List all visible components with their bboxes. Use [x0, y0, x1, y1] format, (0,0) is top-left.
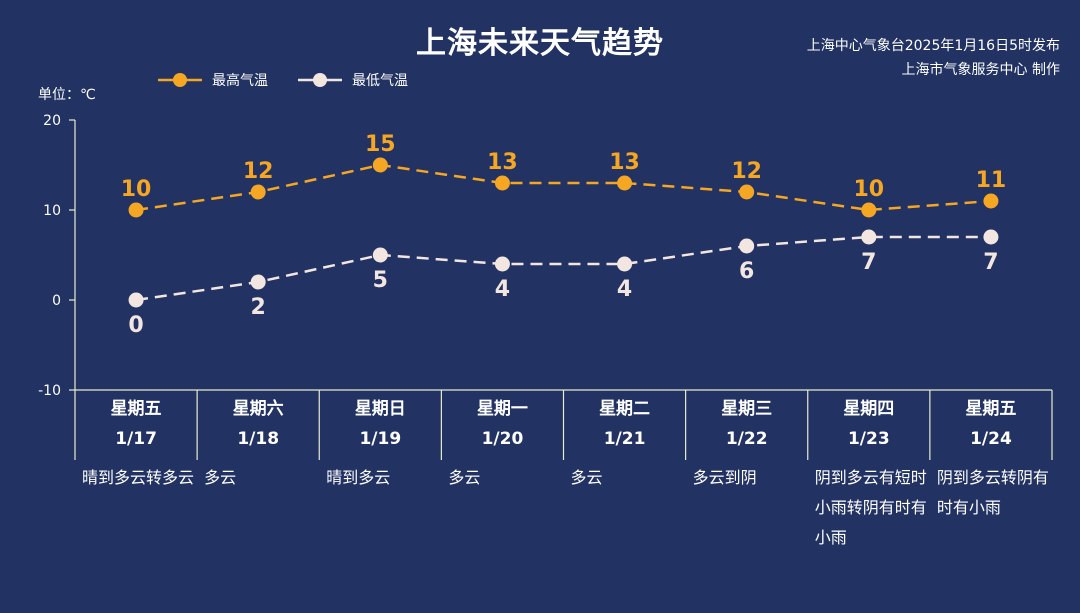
- date-label: 1/24: [970, 429, 1012, 449]
- data-point-high: [617, 175, 633, 191]
- data-point-high: [739, 184, 755, 200]
- date-label: 1/23: [847, 429, 890, 449]
- source-line-1: 上海中心气象台2025年1月16日5时发布: [806, 38, 1060, 54]
- legend-high-label: 最高气温: [212, 73, 268, 89]
- data-label-high: 11: [976, 168, 1007, 193]
- day-cell: 星期五 1/24: [930, 394, 1052, 454]
- weather-description: 多云: [448, 468, 481, 487]
- data-point-low: [617, 256, 633, 272]
- data-point-low: [372, 247, 388, 263]
- legend-item-high: 最高气温: [158, 70, 268, 90]
- data-point-high: [372, 157, 388, 173]
- y-tick-label: 0: [52, 293, 61, 309]
- date-label: 1/20: [481, 429, 524, 449]
- weekday-label: 星期日: [354, 399, 406, 419]
- data-label-low: 6: [739, 259, 754, 284]
- day-cell: 星期四 1/23: [808, 394, 930, 454]
- data-point-high: [128, 202, 144, 218]
- data-label-high: 12: [243, 159, 274, 184]
- weather-description: 晴到多云转多云: [82, 468, 195, 487]
- legend-high-marker-icon: [158, 73, 202, 87]
- data-label-high: 10: [121, 177, 152, 202]
- unit-label: 单位：℃: [38, 87, 96, 103]
- weekday-label: 星期二: [599, 399, 651, 419]
- weather-description: 晴到多云: [326, 468, 391, 487]
- data-label-high: 12: [731, 159, 762, 184]
- source-info: 上海中心气象台2025年1月16日5时发布 上海市气象服务中心 制作: [807, 34, 1060, 82]
- data-label-low: 2: [251, 295, 266, 320]
- weekday-label: 星期一: [476, 399, 528, 419]
- date-label: 1/21: [603, 429, 646, 449]
- data-point-high: [861, 202, 877, 218]
- data-point-low: [494, 256, 510, 272]
- y-tick-label: -10: [38, 383, 61, 399]
- data-label-low: 7: [983, 250, 998, 275]
- weather-description: 多云: [204, 468, 237, 487]
- day-cell: 星期日 1/19: [319, 394, 441, 454]
- data-point-high: [494, 175, 510, 191]
- source-line-2: 上海市气象服务中心 制作: [901, 62, 1060, 78]
- data-label-high: 13: [609, 150, 640, 175]
- weekday-label: 星期四: [843, 399, 895, 419]
- data-label-high: 10: [854, 177, 885, 202]
- data-label-low: 4: [617, 277, 632, 302]
- data-point-low: [861, 229, 877, 245]
- weather-description: 多云到阴: [692, 468, 757, 487]
- weekday-label: 星期三: [721, 399, 773, 419]
- series-line-low: [135, 235, 991, 302]
- day-cell: 星期二 1/21: [564, 394, 686, 454]
- day-cell: 星期六 1/18: [197, 394, 319, 454]
- legend-item-low: 最低气温: [298, 70, 408, 90]
- data-label-high: 15: [365, 132, 396, 157]
- date-label: 1/22: [725, 429, 768, 449]
- weather-description: 阴到多云有短时小雨转阴有时有小雨: [814, 468, 927, 547]
- weather-description: 多云: [570, 468, 603, 487]
- legend-low-label: 最低气温: [352, 73, 408, 89]
- weekday-label: 星期六: [232, 399, 284, 419]
- date-label: 1/19: [359, 429, 402, 449]
- chart-title: 上海未来天气趋势: [416, 26, 664, 61]
- data-label-low: 5: [373, 268, 388, 293]
- legend: 最高气温 最低气温: [158, 70, 438, 90]
- y-tick-label: 10: [43, 203, 61, 219]
- data-label-low: 4: [495, 277, 510, 302]
- data-point-high: [983, 193, 999, 209]
- legend-low-marker-icon: [298, 73, 342, 87]
- date-label: 1/18: [237, 429, 280, 449]
- y-tick-label: 20: [43, 113, 61, 129]
- data-point-low: [250, 274, 266, 290]
- weather-description: 阴到多云转阴有时有小雨: [936, 468, 1049, 517]
- day-cell: 星期三 1/22: [686, 394, 808, 454]
- data-label-low: 7: [861, 250, 876, 275]
- data-label-low: 0: [128, 313, 143, 338]
- data-point-high: [250, 184, 266, 200]
- data-label-high: 13: [487, 150, 518, 175]
- data-point-low: [739, 238, 755, 254]
- data-point-low: [128, 292, 144, 308]
- weekday-label: 星期五: [110, 399, 162, 419]
- series-line-high: [135, 163, 992, 212]
- day-cell: 星期五 1/17: [75, 394, 197, 454]
- data-point-low: [983, 229, 999, 245]
- date-label: 1/17: [115, 429, 157, 449]
- weekday-label: 星期五: [965, 399, 1017, 419]
- day-cell: 星期一 1/20: [441, 394, 563, 454]
